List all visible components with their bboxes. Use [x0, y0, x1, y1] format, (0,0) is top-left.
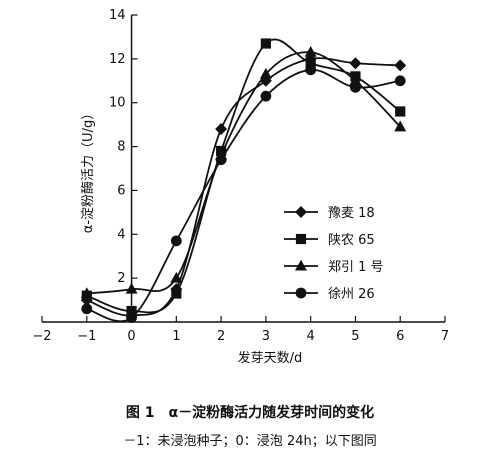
data-point — [81, 303, 93, 315]
x-tick-label: −2 — [32, 329, 51, 344]
x-tick-label: 4 — [307, 329, 315, 344]
x-tick-label: 5 — [351, 329, 359, 344]
data-point — [349, 57, 362, 70]
data-point — [80, 287, 93, 298]
series-4 — [81, 64, 406, 324]
data-point — [260, 90, 272, 102]
figure-caption-note: －1：未浸泡种子；0：浸泡 24h；以下图同 — [123, 434, 377, 449]
x-tick-label: −1 — [77, 329, 96, 344]
legend-marker — [295, 206, 307, 218]
y-tick-label: 8 — [117, 140, 125, 155]
series-line — [86, 68, 401, 323]
legend-label: 郑引 1 号 — [328, 260, 384, 275]
axes — [42, 15, 445, 323]
data-point — [126, 305, 137, 317]
series-layer — [80, 38, 407, 324]
legend-label: 陕农 65 — [328, 233, 375, 248]
data-point — [215, 123, 228, 136]
data-point — [395, 106, 406, 117]
data-point — [349, 74, 362, 86]
data-point — [215, 154, 227, 166]
data-point — [126, 312, 137, 324]
data-point — [394, 75, 406, 87]
data-point — [394, 59, 407, 72]
data-point — [170, 271, 183, 283]
legend-marker — [295, 233, 307, 245]
figure-caption-title: 图 1 α－淀粉酶活力随发芽时间的变化 — [125, 405, 375, 421]
data-point — [305, 58, 316, 69]
data-point — [304, 45, 317, 57]
legend-label: 徐州 26 — [328, 287, 375, 302]
series-line — [86, 57, 401, 317]
data-point — [259, 67, 272, 79]
y-tick-label: 12 — [109, 52, 126, 67]
y-tick-label: 6 — [117, 183, 125, 198]
series-line — [86, 51, 401, 295]
data-point — [305, 64, 317, 76]
x-tick-label: 1 — [172, 329, 180, 344]
x-tick-label: 3 — [262, 329, 270, 344]
series-1 — [80, 52, 407, 322]
y-axis-title: α-淀粉酶活力（U/g） — [80, 107, 96, 233]
legend-marker — [295, 259, 307, 271]
data-point — [171, 288, 182, 299]
data-point — [350, 81, 361, 93]
y-tick-label: 14 — [109, 8, 126, 23]
data-point — [260, 38, 271, 49]
data-point — [125, 282, 138, 294]
data-point — [394, 120, 407, 132]
y-tick-label: 4 — [117, 227, 125, 242]
y-tick-label: 2 — [117, 271, 125, 286]
x-tick-label: 7 — [441, 329, 449, 344]
x-axis-title: 发芽天数/d — [238, 350, 303, 366]
data-point — [170, 235, 182, 247]
x-tick-label: 0 — [127, 329, 135, 344]
legend-marker — [295, 287, 307, 299]
x-tick-label: 2 — [217, 329, 225, 344]
legend-label: 豫麦 18 — [328, 206, 375, 221]
legend: 豫麦 18 陕农 65 郑引 1 号徐州 26 — [284, 206, 384, 302]
y-tick-label: 10 — [109, 96, 126, 111]
x-tick-label: 6 — [396, 329, 404, 344]
